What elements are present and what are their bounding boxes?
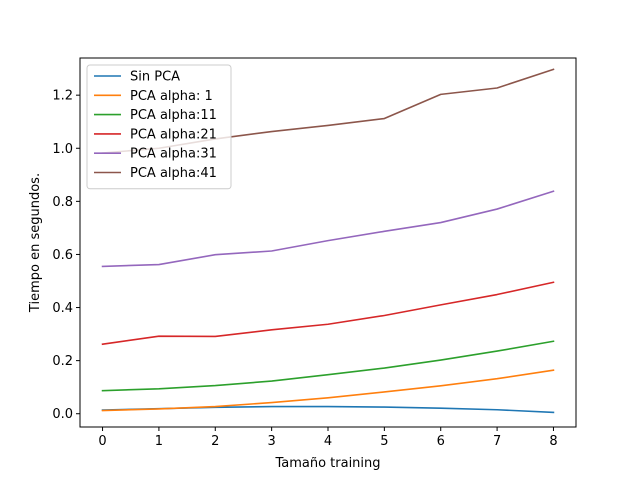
series-line-4: [101, 190, 555, 268]
x-tick-label: 2: [211, 434, 219, 449]
y-tick-label: 1.0: [52, 142, 73, 157]
x-tick-label: 0: [98, 434, 106, 449]
y-tick-label: 0.0: [52, 407, 73, 422]
y-tick-label: 1.2: [52, 89, 73, 104]
legend-label-3: PCA alpha:21: [130, 127, 217, 142]
legend-box: [86, 64, 232, 190]
y-tick-label: 0.4: [52, 301, 73, 316]
x-tick-label: 1: [155, 434, 163, 449]
y-tick-label: 0.8: [52, 195, 73, 210]
y-tick-label: 0.2: [52, 354, 73, 369]
legend-label-5: PCA alpha:41: [130, 166, 217, 181]
legend-label-4: PCA alpha:31: [130, 147, 217, 162]
x-tick-label: 7: [493, 434, 501, 449]
x-tick-label: 6: [437, 434, 445, 449]
legend: Sin PCA PCA alpha: 1 PCA alpha:11 PCA alpha…: [86, 64, 232, 190]
series-line-1: [101, 369, 555, 412]
series-line-2: [101, 340, 555, 392]
series-layer: [101, 68, 555, 414]
y-axis: 0.0 0.2 0.4 0.6 0.8 1.0 1.2: [52, 89, 80, 422]
y-axis-label: Tiempo en segundos.: [28, 173, 43, 313]
y-tick-label: 0.6: [52, 248, 73, 263]
legend-label-1: PCA alpha: 1: [130, 89, 213, 104]
x-tick-label: 4: [324, 434, 332, 449]
legend-label-2: PCA alpha:11: [130, 108, 217, 123]
x-axis-label: Tamaño training: [274, 456, 380, 471]
x-tick-label: 8: [549, 434, 557, 449]
series-line-3: [101, 281, 555, 346]
x-axis: 0 1 2 3 4 5 6 7 8: [98, 427, 558, 449]
x-tick-label: 3: [267, 434, 275, 449]
x-tick-label: 5: [380, 434, 388, 449]
legend-label-0: Sin PCA: [130, 70, 180, 85]
